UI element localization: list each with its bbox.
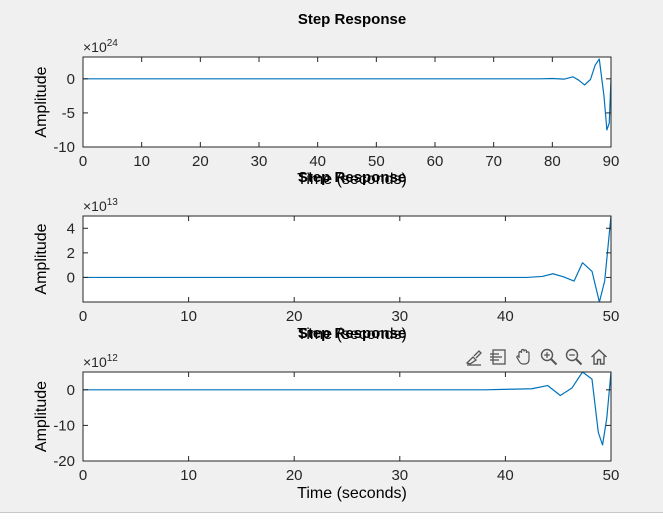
x-tick-label: 60 (427, 153, 444, 170)
y-exponent-label: ×1024 (83, 38, 118, 55)
x-tick-label: 50 (368, 153, 385, 170)
y-tick-label: 0 (67, 382, 75, 399)
x-tick-label: 90 (603, 153, 620, 170)
y-tick-label: 4 (67, 220, 75, 237)
y-tick-label: -10 (53, 417, 75, 434)
x-tick-label: 70 (485, 153, 502, 170)
plot-area[interactable] (83, 57, 611, 147)
x-tick-label: 50 (603, 308, 620, 325)
plot-area[interactable] (83, 372, 611, 461)
y-tick-label: 2 (67, 245, 75, 262)
series-line (83, 372, 611, 446)
axes-box (82, 56, 612, 148)
x-tick-label: 30 (391, 308, 408, 325)
x-tick-label: 80 (544, 153, 561, 170)
x-tick-label: 20 (286, 308, 303, 325)
axes-box (82, 215, 612, 303)
y-tick-label: -10 (53, 139, 75, 156)
x-tick-label: 0 (79, 153, 87, 170)
series-line (83, 216, 611, 302)
y-axis-label: Amplitude (33, 66, 50, 137)
y-axis-label: Amplitude (33, 223, 50, 294)
y-tick-label: -5 (62, 105, 75, 122)
x-tick-label: 20 (192, 153, 209, 170)
brush-icon[interactable] (463, 346, 485, 368)
x-tick-label: 40 (497, 467, 514, 484)
x-tick-label: 10 (133, 153, 150, 170)
x-tick-label: 10 (180, 308, 197, 325)
data-tips-icon[interactable] (488, 346, 510, 368)
y-tick-label: 0 (67, 71, 75, 88)
home-icon[interactable] (588, 346, 610, 368)
plot-title: Step Response (298, 169, 406, 186)
x-tick-label: 50 (603, 467, 620, 484)
axes-toolbar (463, 345, 610, 369)
plot-area[interactable] (83, 216, 611, 302)
y-axis-label: Amplitude (33, 381, 50, 452)
x-tick-label: 30 (251, 153, 268, 170)
pan-icon[interactable] (513, 346, 535, 368)
plot-title: Step Response (298, 325, 406, 342)
x-tick-label: 40 (497, 308, 514, 325)
x-tick-label: 10 (180, 467, 197, 484)
x-axis-label: Time (seconds) (297, 485, 407, 502)
x-tick-label: 0 (79, 467, 87, 484)
zoom-out-icon[interactable] (563, 346, 585, 368)
x-tick-label: 0 (79, 308, 87, 325)
y-tick-label: -20 (53, 453, 75, 470)
series-line (83, 58, 611, 131)
y-tick-label: 0 (67, 269, 75, 286)
plot-title: Step Response (298, 11, 406, 28)
y-exponent-label: ×1012 (83, 353, 118, 370)
command-window-strip (0, 512, 663, 522)
x-axis-label: Time (seconds) (297, 171, 407, 188)
axes-box (82, 371, 612, 462)
x-tick-label: 30 (391, 467, 408, 484)
subplot-1: 0 10 20 30 40 50 60 70 80 90 0 -5 -10 ×1024 Step Respo… (33, 11, 619, 188)
x-tick-label: 20 (286, 467, 303, 484)
x-axis-label: Time (seconds) (297, 326, 407, 343)
zoom-in-icon[interactable] (538, 346, 560, 368)
x-tick-label: 40 (309, 153, 326, 170)
y-exponent-label: ×1013 (83, 197, 118, 214)
